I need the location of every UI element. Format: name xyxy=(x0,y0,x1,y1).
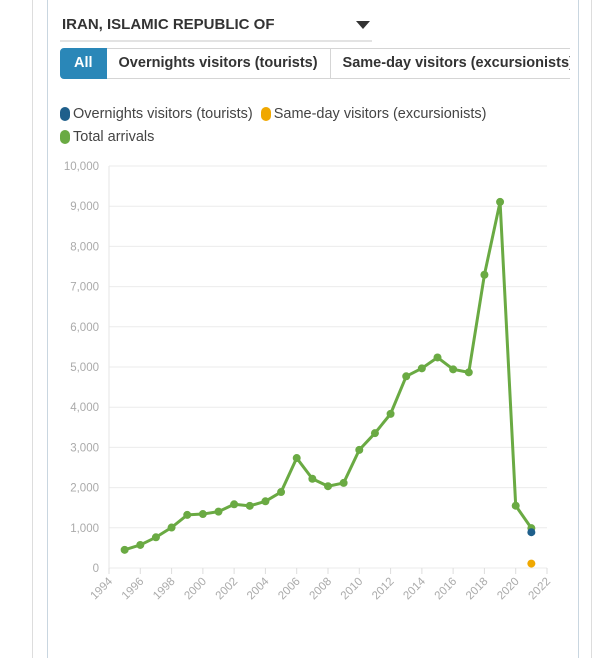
data-point xyxy=(292,454,301,463)
legend-item-overnights[interactable]: Overnights visitors (tourists) xyxy=(60,104,253,124)
x-tick-label: 2010 xyxy=(339,576,366,603)
data-point xyxy=(261,497,270,506)
x-tick-label: 1996 xyxy=(120,576,147,603)
country-select[interactable]: IRAN, ISLAMIC REPUBLIC OF xyxy=(60,12,372,42)
tab-same-day[interactable]: Same-day visitors (excursionists) xyxy=(330,48,570,79)
data-point xyxy=(464,368,473,377)
data-point xyxy=(449,365,458,374)
data-point xyxy=(230,500,239,509)
data-point xyxy=(370,429,379,438)
data-point xyxy=(198,510,207,519)
y-tick-label: 4,000 xyxy=(70,402,99,414)
x-tick-label: 2008 xyxy=(308,576,335,603)
data-point xyxy=(120,545,129,554)
x-tick-label: 2000 xyxy=(182,576,209,603)
x-tick-label: 2022 xyxy=(527,576,554,603)
data-point xyxy=(167,523,176,532)
x-tick-label: 2020 xyxy=(495,576,522,603)
y-tick-label: 2,000 xyxy=(70,483,99,495)
x-tick-label: 2006 xyxy=(276,576,303,603)
data-point xyxy=(496,197,505,206)
data-point xyxy=(386,409,395,418)
visitor-type-tabs: All Overnights visitors (tourists) Same-… xyxy=(60,48,570,79)
y-tick-label: 1,000 xyxy=(70,523,99,535)
x-tick-label: 2012 xyxy=(370,576,397,603)
data-point xyxy=(480,270,489,279)
x-tick-label: 1994 xyxy=(89,575,116,602)
tab-all[interactable]: All xyxy=(60,48,107,79)
y-tick-label: 9,000 xyxy=(70,201,99,213)
y-tick-label: 10,000 xyxy=(64,161,99,173)
legend-swatch xyxy=(60,107,70,121)
x-tick-label: 2004 xyxy=(245,575,272,602)
legend-item-same-day[interactable]: Same-day visitors (excursionists) xyxy=(260,104,487,124)
data-point xyxy=(527,559,536,568)
chart-legend: Overnights visitors (tourists) Same-day … xyxy=(60,104,540,150)
legend-label: Total arrivals xyxy=(73,129,155,145)
country-select-value: IRAN, ISLAMIC REPUBLIC OF xyxy=(62,16,275,33)
data-point xyxy=(402,372,411,381)
x-tick-label: 2002 xyxy=(214,576,241,603)
data-point xyxy=(183,510,192,519)
y-tick-label: 7,000 xyxy=(70,282,99,294)
y-tick-label: 6,000 xyxy=(70,322,99,334)
x-tick-label: 2014 xyxy=(401,575,428,602)
caret-down-icon xyxy=(356,21,370,29)
legend-label: Overnights visitors (tourists) xyxy=(73,106,253,122)
data-point xyxy=(511,501,520,510)
x-tick-label: 2016 xyxy=(433,576,460,603)
page-card xyxy=(32,0,592,658)
y-tick-label: 0 xyxy=(93,563,99,575)
chart-panel xyxy=(47,0,579,658)
legend-swatch xyxy=(260,107,271,121)
data-point xyxy=(277,488,286,497)
legend-item-total[interactable]: Total arrivals xyxy=(60,127,154,147)
y-tick-label: 8,000 xyxy=(70,241,99,253)
data-point xyxy=(308,474,317,483)
data-point xyxy=(527,528,536,537)
data-point xyxy=(324,482,332,491)
data-point xyxy=(245,501,254,510)
tab-overnights[interactable]: Overnights visitors (tourists) xyxy=(106,48,331,79)
x-tick-label: 2018 xyxy=(464,576,491,603)
line-chart: 0 1,000 2,000 3,000 4,000 5,000 6,000 7,000 8,00… xyxy=(64,161,554,603)
data-point xyxy=(214,507,223,516)
data-point xyxy=(355,445,364,454)
legend-label: Same-day visitors (excursionists) xyxy=(273,106,487,122)
data-point xyxy=(151,533,160,542)
data-point xyxy=(433,353,442,362)
y-tick-label: 3,000 xyxy=(70,442,99,454)
data-point xyxy=(136,540,145,549)
x-tick-label: 1998 xyxy=(151,576,178,603)
legend-swatch xyxy=(60,130,70,144)
y-tick-label: 5,000 xyxy=(70,362,99,374)
data-point xyxy=(417,364,426,373)
data-point xyxy=(339,478,348,487)
